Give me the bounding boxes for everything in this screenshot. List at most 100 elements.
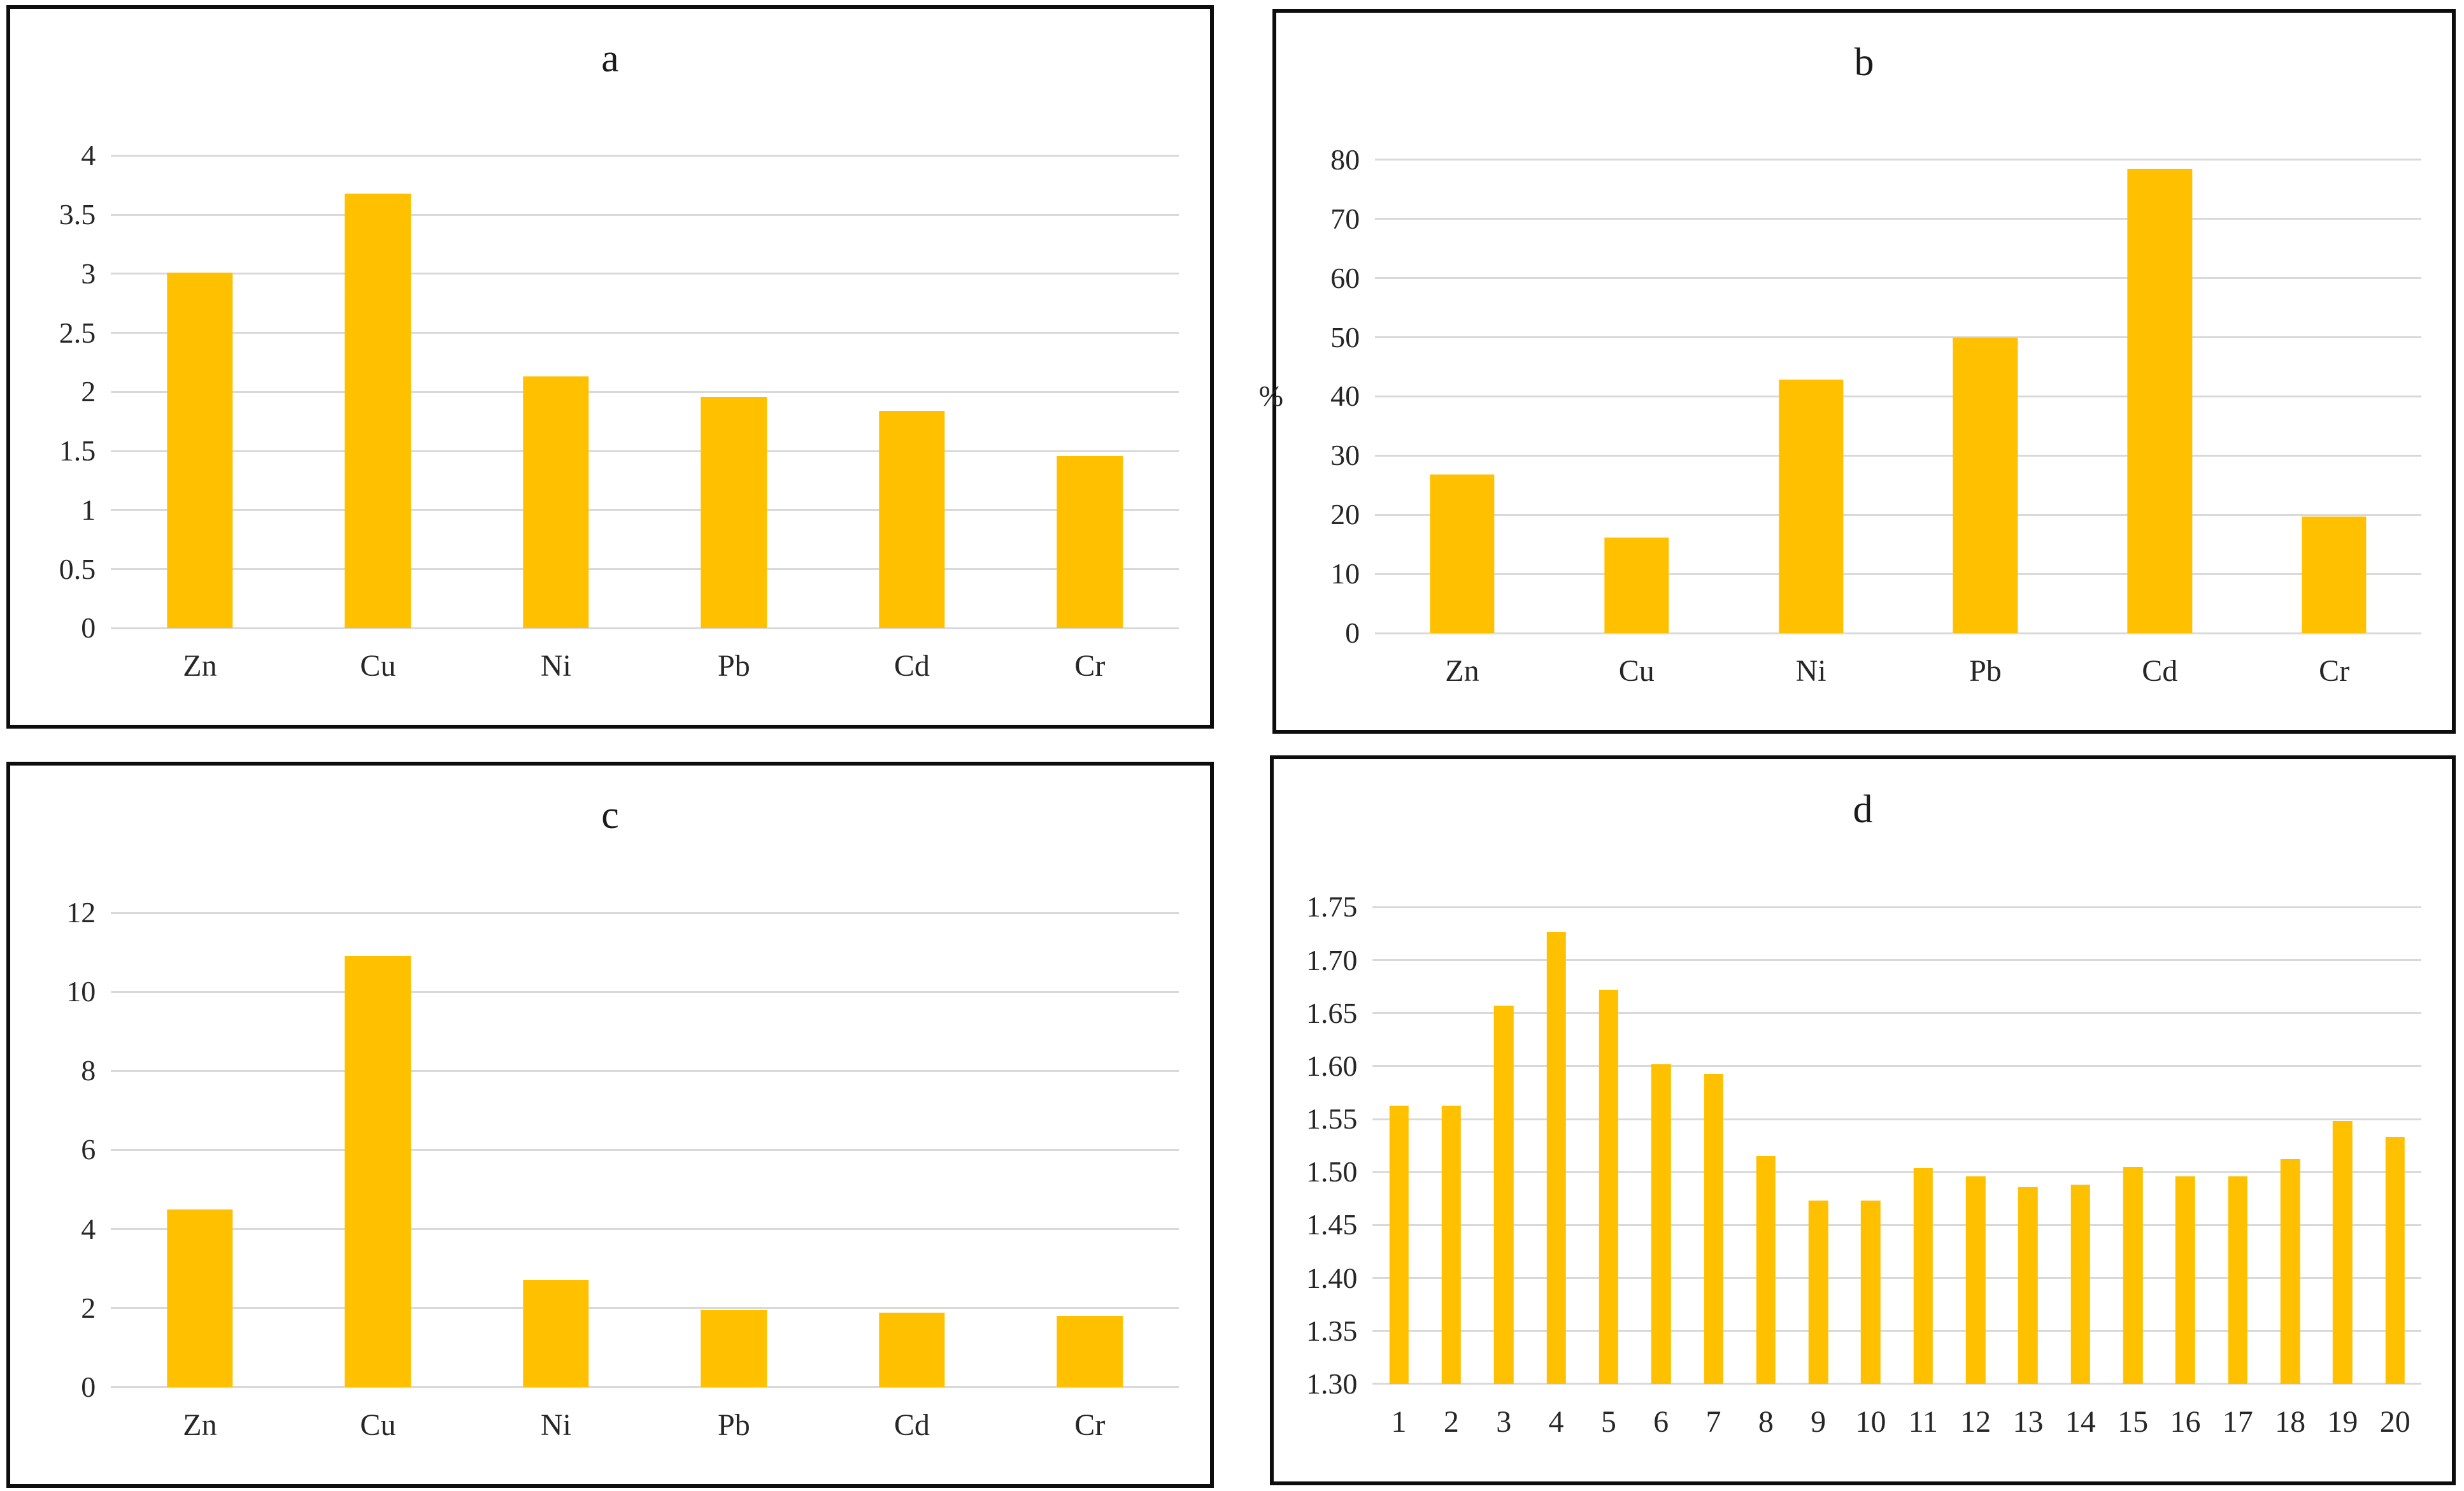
y-tick-label-c-6: 6 — [81, 1133, 96, 1166]
bar-a-Cu — [345, 193, 411, 629]
bar-d-17 — [2228, 1176, 2247, 1384]
x-tick-label-d-18: 18 — [2275, 1404, 2306, 1439]
x-tick-label-d-5: 5 — [1600, 1404, 1616, 1439]
bar-d-6 — [1651, 1064, 1671, 1384]
y-tick-label-c-4: 4 — [81, 1212, 96, 1245]
y-tick-label-b-30: 30 — [1330, 439, 1360, 472]
x-tick-label-a-Zn: Zn — [183, 649, 217, 683]
chart-title-d: d — [1853, 787, 1873, 831]
bar-d-11 — [1913, 1167, 1933, 1384]
y-tick-label-b-70: 70 — [1330, 202, 1360, 235]
x-tick-label-d-7: 7 — [1706, 1404, 1721, 1439]
y-tick-label-d-1.45: 1.45 — [1306, 1208, 1358, 1241]
bar-c-Pb — [701, 1309, 767, 1387]
y-gridline-a-0.5 — [111, 568, 1179, 571]
bar-d-15 — [2123, 1166, 2143, 1384]
y-tick-label-a-2: 2 — [81, 375, 96, 408]
y-tick-label-a-1: 1 — [81, 493, 96, 526]
y-gridline-b-80 — [1375, 159, 2422, 161]
chart-d: d 1.30 1.35 1.40 1.45 1.50 1.55 1.60 1.65 1.70 1.7… — [1274, 759, 2452, 1481]
x-tick-label-d-8: 8 — [1758, 1404, 1774, 1439]
x-tick-label-d-1: 1 — [1391, 1404, 1407, 1439]
y-gridline-d-1.60 — [1372, 1065, 2421, 1067]
x-tick-label-b-Cd: Cd — [2142, 654, 2178, 688]
y-gridline-c-6 — [111, 1148, 1179, 1151]
y-gridline-a-0 — [111, 627, 1179, 629]
x-tick-label-d-4: 4 — [1548, 1404, 1564, 1439]
x-tick-label-c-Ni: Ni — [540, 1408, 571, 1442]
y-gridline-c-8 — [111, 1069, 1179, 1072]
bar-d-12 — [1965, 1176, 1986, 1384]
bar-d-16 — [2176, 1176, 2195, 1384]
y-tick-label-c-12: 12 — [66, 896, 96, 929]
x-tick-label-d-17: 17 — [2222, 1404, 2253, 1439]
bar-b-Cr — [2302, 517, 2367, 633]
chart-title-a: a — [601, 37, 619, 81]
chart-b: b 0 10 20 30 40 50 60 70 80% Zn Cu Ni Pb Cd Cr — [1259, 13, 2452, 730]
x-tick-label-a-Cr: Cr — [1074, 649, 1106, 683]
y-gridline-b-70 — [1375, 218, 2422, 220]
x-tick-label-c-Pb: Pb — [718, 1408, 750, 1442]
y-gridline-a-2 — [111, 390, 1179, 393]
y-gridline-d-1.50 — [1372, 1171, 2421, 1173]
y-gridline-d-1.30 — [1372, 1383, 2421, 1385]
bar-d-7 — [1704, 1073, 1723, 1384]
y-tick-label-b-40: 40 — [1330, 380, 1360, 413]
bar-d-20 — [2385, 1137, 2405, 1384]
y-tick-label-b-20: 20 — [1330, 498, 1360, 531]
x-tick-label-d-10: 10 — [1855, 1404, 1886, 1439]
x-tick-label-d-15: 15 — [2118, 1404, 2149, 1439]
x-tick-label-b-Zn: Zn — [1445, 654, 1479, 688]
x-tick-label-c-Cr: Cr — [1074, 1408, 1106, 1442]
x-tick-label-c-Zn: Zn — [183, 1408, 217, 1442]
x-tick-label-d-9: 9 — [1811, 1404, 1827, 1439]
bar-d-19 — [2333, 1121, 2353, 1384]
x-tick-label-c-Cd: Cd — [894, 1408, 930, 1442]
y-gridline-c-4 — [111, 1228, 1179, 1231]
bar-c-Cr — [1057, 1316, 1123, 1387]
chart-c: c 0 2 4 6 8 10 12 Zn Cu Ni Pb Cd Cr — [10, 766, 1210, 1484]
y-tick-label-a-0: 0 — [81, 611, 96, 645]
y-gridline-b-10 — [1375, 573, 2422, 575]
y-tick-label-b-10: 10 — [1330, 557, 1360, 590]
y-tick-label-c-0: 0 — [81, 1370, 96, 1403]
bar-d-10 — [1861, 1201, 1881, 1384]
plot-area-d: 1.30 1.35 1.40 1.45 1.50 1.55 1.60 1.65 1.70 1.75… — [1306, 892, 2421, 1437]
chart-panel-b: b 0 10 20 30 40 50 60 70 80% Zn Cu Ni Pb Cd Cr — [1259, 9, 2456, 734]
y-gridline-b-60 — [1375, 277, 2422, 280]
y-gridline-a-1.5 — [111, 450, 1179, 452]
y-tick-label-b-50: 50 — [1330, 320, 1360, 353]
bar-d-13 — [2018, 1187, 2038, 1384]
bar-a-Pb — [701, 396, 767, 629]
x-tick-label-b-Pb: Pb — [1969, 654, 2002, 688]
y-gridline-d-1.70 — [1372, 959, 2421, 962]
bar-a-Ni — [523, 376, 589, 629]
y-gridline-c-0 — [111, 1386, 1179, 1388]
plot-area-c: 0 2 4 6 8 10 12 Zn Cu Ni Pb Cd Cr — [66, 898, 1179, 1440]
bar-c-Zn — [167, 1209, 233, 1387]
bar-d-2 — [1441, 1105, 1462, 1384]
y-tick-label-d-1.55: 1.55 — [1306, 1102, 1358, 1136]
y-gridline-d-1.35 — [1372, 1330, 2421, 1332]
bar-d-1 — [1389, 1105, 1409, 1384]
y-tick-label-d-1.60: 1.60 — [1306, 1049, 1358, 1082]
y-gridline-a-1 — [111, 509, 1179, 511]
x-tick-label-d-12: 12 — [1960, 1404, 1991, 1439]
x-tick-label-d-2: 2 — [1443, 1404, 1459, 1439]
y-gridline-a-2.5 — [111, 332, 1179, 334]
x-tick-label-d-19: 19 — [2327, 1404, 2358, 1439]
x-tick-label-d-13: 13 — [2012, 1404, 2044, 1439]
x-tick-label-a-Cd: Cd — [894, 649, 930, 683]
y-gridline-d-1.45 — [1372, 1223, 2421, 1226]
y-gridline-a-3.5 — [111, 213, 1179, 216]
plot-area-b: 0 10 20 30 40 50 60 70 80% Zn Cu Ni Pb Cd Cr — [1259, 145, 2422, 687]
y-tick-label-d-1.70: 1.70 — [1306, 943, 1358, 976]
y-tick-label-c-8: 8 — [81, 1054, 96, 1087]
y-gridline-d-1.40 — [1372, 1277, 2421, 1280]
bar-a-Cr — [1057, 455, 1123, 629]
x-tick-label-d-6: 6 — [1653, 1404, 1669, 1439]
x-tick-label-c-Cu: Cu — [360, 1408, 396, 1442]
y-gridline-a-4 — [111, 154, 1179, 157]
chart-panel-c: c 0 2 4 6 8 10 12 Zn Cu Ni Pb Cd Cr — [6, 762, 1214, 1488]
y-gridline-d-1.65 — [1372, 1012, 2421, 1015]
